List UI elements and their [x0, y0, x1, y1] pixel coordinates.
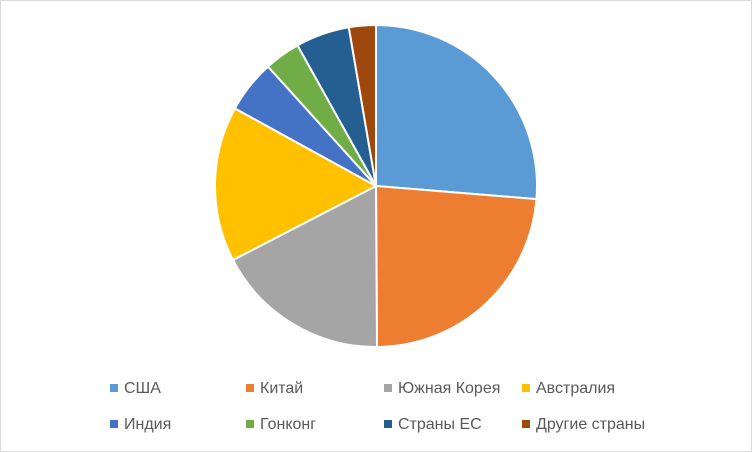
legend-label: Китай [260, 380, 303, 397]
pie-slice [374, 184, 538, 349]
legend-swatch [246, 384, 254, 392]
pie-slice [214, 107, 379, 262]
pie-slice [347, 23, 377, 187]
legend-swatch [110, 420, 118, 428]
legend-label: Австралия [536, 380, 615, 397]
legend-swatch [246, 420, 254, 428]
legend-label: Индия [124, 416, 171, 433]
pie-slice [231, 184, 379, 348]
legend-swatch [384, 384, 392, 392]
legend-label: Гонконг [260, 416, 316, 433]
legend-label: Другие страны [536, 416, 645, 433]
legend-label: Южная Корея [398, 380, 500, 397]
legend-swatch [384, 420, 392, 428]
legend-label: Страны ЕС [398, 416, 482, 433]
legend-swatch [522, 420, 530, 428]
legend-swatch [522, 384, 530, 392]
pie-slice [375, 23, 538, 201]
legend-swatch [110, 384, 118, 392]
legend-label: США [124, 380, 161, 397]
